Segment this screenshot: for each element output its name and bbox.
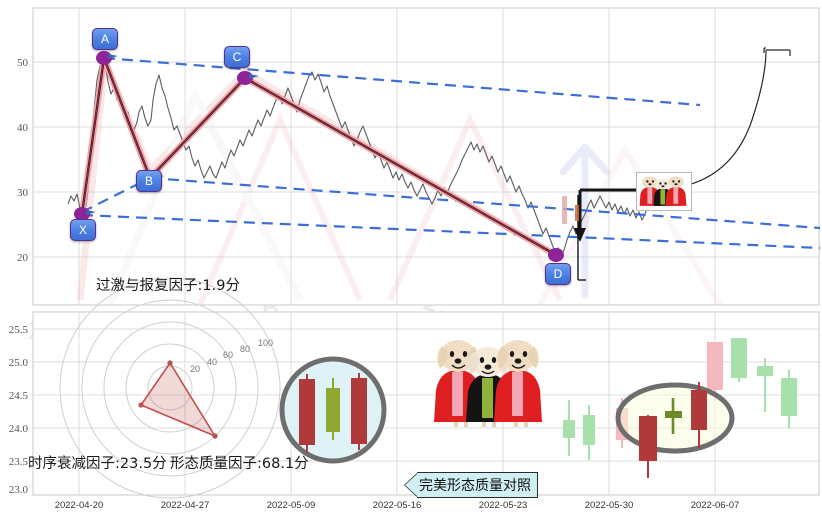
reference-candle-up: [326, 378, 340, 440]
radar-tick-100: 100: [258, 338, 273, 348]
candle-6: [707, 342, 723, 400]
candle-0: [563, 400, 575, 456]
radar-tick-40: 40: [207, 357, 217, 367]
dogs-mascot-large: [428, 330, 548, 430]
radar-point: [138, 402, 144, 408]
candle-8: [757, 358, 773, 412]
ytick-top-3: 20: [17, 252, 29, 264]
ytick-bot-3: 24.0: [9, 423, 29, 435]
pattern-reference-highlight: [279, 356, 387, 464]
ytick-bot-2: 24.5: [9, 390, 29, 402]
callout-arrow-inner-icon: [405, 474, 417, 496]
radar-area: [139, 361, 217, 438]
radar-tick-60: 60: [223, 350, 233, 360]
fib-line-x-out: [81, 213, 821, 250]
xtick-6: 2022-06-07: [691, 500, 740, 511]
ytick-top-1: 40: [17, 122, 29, 134]
top-panel-grid: [32, 7, 820, 306]
factor-time-decay-label: 时序衰减因子:23.5分: [28, 456, 167, 472]
pivot-label-b[interactable]: B: [136, 170, 162, 192]
ytick-top-2: 30: [17, 187, 29, 199]
radar-tick-80: 80: [240, 344, 250, 354]
fib-line-a-c: [103, 56, 701, 107]
candle-4-doji-fg: [665, 398, 682, 434]
xtick-4: 2022-05-23: [479, 500, 528, 511]
pivot-label-a[interactable]: A: [92, 28, 118, 50]
callout-text: 完美形态质量对照: [417, 472, 538, 498]
candle-7: [731, 338, 747, 382]
radar-tick-20: 20: [190, 364, 200, 374]
xtick-0: 2022-04-20: [55, 500, 104, 511]
factor-excess-label: 过激与报复因子:1.9分: [96, 278, 240, 294]
xtick-5: 2022-05-30: [585, 500, 634, 511]
top-panel-yaxis: 50 40 30 20: [17, 57, 29, 264]
radar-chart: 20 40 60 80 100: [59, 277, 281, 499]
pivot-label-d[interactable]: D: [545, 263, 571, 285]
reference-candle-down-2: [351, 373, 367, 450]
arrow-up-watermark: [559, 143, 611, 299]
factor-quality-label: 形态质量因子:68.1分: [170, 456, 309, 472]
candle-3-highlight-fg: [639, 415, 657, 478]
xtick-1: 2022-04-27: [161, 500, 210, 511]
ytick-bot-4: 23.5: [9, 456, 29, 468]
candle-9: [781, 370, 797, 428]
dog-right: [494, 340, 542, 427]
pivot-dot-d: [548, 248, 564, 262]
ytick-bot-1: 25.0: [9, 357, 29, 369]
ytick-top-0: 50: [17, 57, 29, 69]
bottom-panel-yaxis: 25.5 25.0 24.5 24.0 23.5 23.0: [9, 324, 29, 496]
reference-candle-down-1: [299, 374, 315, 452]
forecast-curve: [665, 47, 791, 190]
xtick-2: 2022-05-09: [267, 500, 316, 511]
pivot-label-c[interactable]: C: [224, 46, 250, 68]
xaxis-ticks: 2022-04-20 2022-04-27 2022-05-09 2022-05…: [55, 500, 740, 511]
dogs-mascot-thumbnail: [636, 172, 692, 211]
ytick-bot-5: 23.0: [9, 484, 29, 496]
xtick-3: 2022-05-16: [373, 500, 422, 511]
candle-1: [583, 405, 595, 460]
candle-5-highlight-fg: [691, 382, 707, 448]
ytick-bot-0: 25.5: [9, 324, 29, 336]
radar-point: [167, 360, 173, 366]
pivot-label-x[interactable]: X: [70, 219, 96, 241]
fib-line-b-out: [149, 176, 821, 230]
entry-bracket: [562, 188, 666, 281]
comparison-callout[interactable]: 完美形态质量对照: [404, 472, 538, 498]
radar-point: [212, 433, 218, 439]
